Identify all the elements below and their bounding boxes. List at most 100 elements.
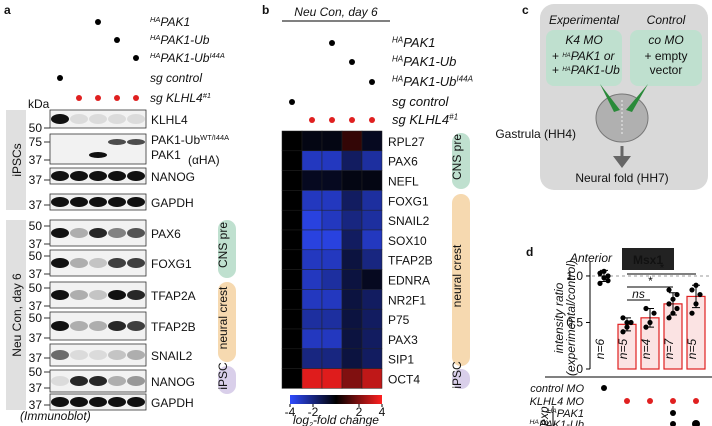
data-point (597, 270, 603, 276)
label-text: -fold change (313, 413, 379, 426)
label-prefix: HA (562, 53, 570, 59)
heat-cell (341, 209, 363, 231)
band (89, 171, 107, 181)
significance-label: * (648, 274, 653, 288)
dot (693, 398, 699, 404)
band (51, 197, 69, 207)
data-point (693, 301, 699, 307)
injection-right (626, 84, 648, 112)
band (108, 197, 126, 207)
kda-label: 37 (29, 153, 43, 167)
band (51, 321, 69, 331)
blot-label: NANOG (151, 170, 195, 184)
band (127, 350, 145, 360)
label-prefix: HA (150, 33, 160, 42)
band (51, 290, 69, 300)
n-label: n=5 (616, 338, 630, 359)
gene-label: P75 (388, 313, 410, 327)
label-sub: 2 (308, 422, 313, 426)
heat-cell (341, 170, 363, 191)
band (70, 350, 88, 360)
band (89, 258, 107, 268)
kda-label: 37 (29, 381, 43, 395)
row-label: control MO (530, 383, 584, 395)
blot-label: TFAP2B (151, 320, 196, 334)
n-label: n=4 (639, 338, 653, 359)
colorbar-tick-label: -2 (308, 405, 319, 419)
band (89, 197, 107, 207)
gene-label: NEFL (388, 175, 419, 189)
heat-cell (281, 190, 303, 211)
data-point (666, 301, 672, 307)
band (127, 197, 145, 207)
condition-label: HAPAK1-UbI44A (392, 74, 473, 89)
condition-label: HAPAK1-Ub (392, 54, 456, 69)
label-text: PAK1-Ub (571, 63, 620, 77)
condition-label: sg control (150, 71, 202, 85)
data-point (647, 319, 653, 326)
heat-cell (341, 368, 363, 389)
data-point (693, 282, 699, 288)
label-text: sg control (150, 71, 202, 85)
heat-cell (341, 190, 363, 211)
colorbar-tick-label: 4 (379, 405, 386, 419)
heat-cell (301, 170, 323, 191)
heat-cell (321, 150, 343, 171)
n-label: n=5 (685, 338, 699, 359)
dot (95, 19, 101, 25)
band (108, 258, 126, 268)
heat-cell (341, 289, 363, 310)
dot (670, 410, 676, 416)
band (51, 376, 69, 386)
kda-label: 37 (29, 173, 43, 187)
data-point (670, 310, 676, 316)
dot (114, 95, 120, 101)
blot-label: SNAIL2 (151, 349, 193, 363)
label-text: PAK1-Ub (160, 33, 209, 47)
diagram-text: + HAPAK1-Ub (552, 63, 620, 77)
label-text: + (552, 49, 562, 63)
heat-cell (361, 328, 383, 350)
diagram-text: + HAPAK1 or (552, 49, 615, 63)
heat-cell (281, 308, 303, 330)
heat-cell (301, 289, 323, 310)
label-text: KLHL4 MO (530, 396, 585, 408)
exp-box (546, 30, 622, 86)
band (89, 114, 107, 124)
band (51, 228, 69, 238)
band (51, 171, 69, 181)
blot-label: PAX6 (151, 227, 181, 241)
heat-cell (281, 209, 303, 231)
injection-left (600, 84, 620, 112)
data-point (689, 310, 695, 316)
heat-cell (301, 150, 323, 171)
label-prefix: HA (392, 74, 403, 83)
heat-cell (361, 150, 383, 171)
significance-label: * (659, 261, 664, 275)
data-point (601, 275, 607, 281)
panel-title: Neu Con, day 6 (294, 5, 378, 19)
row-label: HAPAK1 (547, 408, 584, 420)
dot (76, 95, 82, 101)
dot (349, 59, 355, 65)
diagram-text: Experimental (549, 13, 619, 27)
group-box (218, 220, 236, 278)
label-text: PAK1-Ub (403, 74, 456, 89)
data-point (643, 305, 649, 312)
heat-cell (361, 190, 383, 211)
heat-cell (361, 289, 383, 310)
dot (133, 95, 139, 101)
band (127, 290, 145, 300)
band (70, 397, 88, 407)
kda-label: 50 (29, 121, 43, 135)
data-point (620, 315, 626, 321)
heat-cell (281, 170, 303, 191)
heat-cell (301, 249, 323, 270)
data-point (670, 296, 676, 302)
group-label: iPSC (216, 362, 230, 390)
heat-cell (341, 308, 363, 330)
gene-label: SIP1 (388, 353, 414, 367)
group-box (218, 366, 236, 394)
label-text: PAK1-Ub (160, 51, 209, 65)
